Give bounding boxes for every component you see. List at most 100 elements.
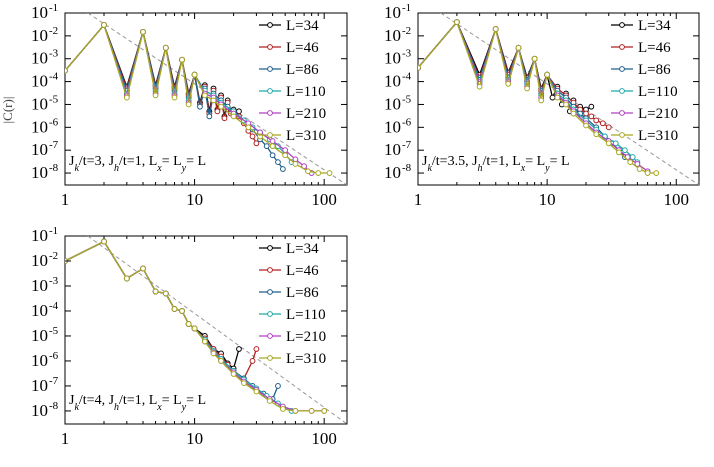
series-line <box>65 23 257 144</box>
data-point <box>162 44 169 51</box>
data-point <box>210 350 217 357</box>
data-point <box>326 170 333 176</box>
data-point <box>554 94 561 101</box>
legend: L=34 L=46 L=86 L=110 L=210 L=310 <box>611 18 678 144</box>
y-tick-exponent: -1 <box>402 2 411 14</box>
data-point <box>179 56 185 63</box>
legend-marker <box>267 311 273 317</box>
data-point <box>282 147 289 154</box>
data-point <box>505 80 512 87</box>
plot-area <box>65 236 347 424</box>
y-tick-exponent: -2 <box>402 25 411 37</box>
legend-label: L=310 <box>638 128 678 144</box>
data-point <box>588 103 595 110</box>
y-tick-exponent: -6 <box>402 116 412 128</box>
y-tick-label: 10 <box>384 163 401 182</box>
annotation-part: h <box>478 163 483 174</box>
legend-marker <box>619 44 625 50</box>
annotation-part: /t=4, J <box>79 393 115 408</box>
data-point <box>321 408 328 414</box>
legend-marker <box>267 66 273 72</box>
y-tick-exponent: -8 <box>49 162 59 174</box>
annotation: Jk/t=3, Jh/t=1, Lx= Ly= L <box>69 154 206 174</box>
data-point <box>263 143 270 150</box>
x-tick-label: 1 <box>61 429 70 448</box>
data-point <box>179 308 185 314</box>
legend-label: L=210 <box>638 106 678 122</box>
data-point <box>612 140 619 147</box>
series-line <box>65 240 258 380</box>
data-point <box>616 149 622 156</box>
legend-label: L=86 <box>286 62 319 78</box>
y-tick-exponent: -1 <box>49 2 58 14</box>
data-point <box>282 152 289 159</box>
legend-marker <box>267 245 273 251</box>
legend-label: L=34 <box>638 18 671 34</box>
data-point <box>292 408 299 414</box>
annotation-part: J <box>422 154 428 169</box>
data-point <box>123 275 130 282</box>
annotation-part: k <box>74 163 79 174</box>
y-tick-label: 10 <box>31 301 48 320</box>
data-point <box>531 55 538 62</box>
data-point <box>593 131 600 138</box>
data-point <box>221 115 228 122</box>
legend-marker <box>619 22 625 28</box>
legend-label: L=34 <box>286 241 319 257</box>
data-point <box>185 321 192 327</box>
annotation-part: h <box>114 402 119 413</box>
annotation-part: = L <box>550 154 570 169</box>
y-tick-exponent: -4 <box>402 71 412 83</box>
y-axis-label: |C(r)| <box>0 97 15 124</box>
data-point <box>245 124 252 131</box>
y-tick-label: 10 <box>384 72 401 91</box>
x-tick-label: 10 <box>186 429 203 448</box>
y-tick-exponent: -3 <box>49 275 59 287</box>
data-point <box>583 110 589 117</box>
annotation-part: y <box>181 402 187 413</box>
guide-line <box>87 236 347 424</box>
legend-marker <box>619 88 625 94</box>
data-point <box>230 113 237 120</box>
y-tick-exponent: -8 <box>49 400 59 412</box>
data-point <box>570 110 577 117</box>
legend-marker <box>267 44 273 50</box>
data-point <box>593 117 600 124</box>
data-point <box>171 94 178 101</box>
annotation: Jk/t=4, Jh/t=1, Lx= Ly= L <box>69 393 206 413</box>
annotation-part: = L <box>162 154 182 169</box>
y-tick-label: 10 <box>31 251 48 270</box>
annotation-part: y <box>544 163 550 174</box>
annotation-part: J <box>69 154 75 169</box>
y-tick-exponent: -3 <box>49 48 59 60</box>
y-tick-label: 10 <box>31 326 48 345</box>
legend-marker <box>267 22 273 28</box>
annotation-part: /t=3.5, J <box>432 154 478 169</box>
annotation-part: = L <box>525 154 545 169</box>
legend-marker <box>267 267 273 273</box>
data-point <box>162 290 169 297</box>
data-point <box>644 170 651 176</box>
data-point <box>240 380 247 386</box>
data-point <box>315 170 322 176</box>
data-point <box>605 140 612 147</box>
plot-area <box>65 13 347 185</box>
data-point <box>275 159 281 166</box>
y-tick-exponent: -1 <box>49 225 58 237</box>
data-point <box>621 147 628 154</box>
y-tick-exponent: -5 <box>49 325 59 337</box>
annotation-part: = L <box>186 393 206 408</box>
series-line <box>418 20 648 172</box>
annotation-part: y <box>181 163 187 174</box>
data-point <box>292 161 299 167</box>
data-point <box>275 383 281 389</box>
data-point <box>171 306 178 312</box>
data-point <box>627 159 634 166</box>
data-point <box>236 108 242 115</box>
data-point <box>279 406 286 412</box>
y-tick-exponent: -3 <box>402 48 412 60</box>
data-point <box>191 325 198 332</box>
y-tick-label: 10 <box>31 3 48 22</box>
